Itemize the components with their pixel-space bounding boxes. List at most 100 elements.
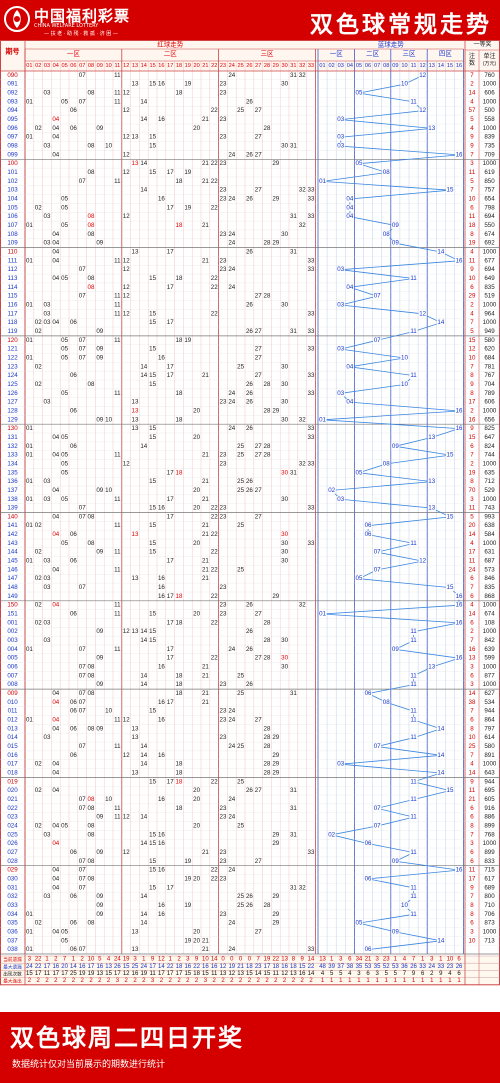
winner-count: 5 bbox=[470, 328, 474, 335]
red-stat-value: 3 bbox=[151, 978, 155, 984]
red-stat-value: 2 bbox=[257, 978, 261, 984]
blue-stat-value: 1 bbox=[403, 978, 407, 984]
red-ball-number: 20 bbox=[193, 787, 200, 794]
winner-count: 5 bbox=[470, 178, 474, 185]
red-ball-number: 12 bbox=[123, 717, 130, 724]
red-number-header: 14 bbox=[141, 63, 147, 69]
winner-count: 6 bbox=[470, 593, 474, 600]
red-ball-number: 28 bbox=[264, 293, 271, 300]
red-ball-number: 04 bbox=[52, 240, 59, 247]
prize-amount: 584 bbox=[484, 531, 495, 538]
red-ball-number: 11 bbox=[114, 72, 121, 79]
red-ball-number: 04 bbox=[52, 725, 59, 732]
prize-amount: 1000 bbox=[483, 496, 497, 503]
red-ball-number: 22 bbox=[211, 284, 218, 291]
red-ball-number: 24 bbox=[228, 231, 235, 238]
red-ball-number: 08 bbox=[88, 275, 95, 282]
red-number-header: 13 bbox=[132, 63, 138, 69]
prize-amount: 767 bbox=[484, 372, 495, 379]
red-stat-value: 18 bbox=[193, 971, 200, 977]
prize-amount: 684 bbox=[484, 354, 495, 361]
issue-number: 008 bbox=[7, 681, 18, 688]
issue-number: 108 bbox=[7, 231, 18, 238]
red-stat-value: 14 bbox=[211, 957, 218, 963]
issue-number: 100 bbox=[7, 160, 18, 167]
red-ball-number: 08 bbox=[88, 540, 95, 547]
prize-amount: 835 bbox=[484, 584, 495, 591]
prize-amount: 877 bbox=[484, 672, 495, 679]
red-ball-number: 17 bbox=[167, 655, 174, 662]
red-ball-number: 07 bbox=[79, 743, 86, 750]
issue-number: 012 bbox=[7, 717, 18, 724]
red-ball-number: 23 bbox=[220, 460, 227, 467]
red-ball-number: 06 bbox=[70, 611, 77, 618]
red-ball-number: 28 bbox=[264, 452, 271, 459]
prize-amount: 1000 bbox=[483, 319, 497, 326]
prize-amount: 674 bbox=[484, 611, 495, 618]
winner-count: 11 bbox=[469, 787, 476, 794]
red-ball-number: 24 bbox=[228, 196, 235, 203]
issue-number: 093 bbox=[7, 98, 18, 105]
blue-ball-number: 11 bbox=[410, 328, 417, 335]
blue-ball-number: 07 bbox=[374, 337, 381, 344]
red-ball-number: 16 bbox=[158, 664, 165, 671]
red-ball-number: 03 bbox=[44, 584, 51, 591]
prize-amount: 529 bbox=[484, 487, 495, 494]
red-ball-number: 04 bbox=[52, 822, 59, 829]
red-ball-number: 27 bbox=[255, 293, 262, 300]
stat-label: 当前遗漏 bbox=[3, 956, 22, 963]
red-ball-number: 26 bbox=[246, 390, 253, 397]
red-ball-number: 17 bbox=[167, 249, 174, 256]
red-stat-value: 23 bbox=[255, 964, 262, 970]
red-ball-number: 26 bbox=[246, 301, 253, 308]
red-ball-number: 02 bbox=[35, 363, 42, 370]
blue-stat-value: 52 bbox=[383, 964, 390, 970]
winner-count: 7 bbox=[470, 452, 474, 459]
blue-ball-number: 05 bbox=[356, 90, 363, 97]
blue-stat-value: 4 bbox=[448, 971, 452, 977]
red-ball-number: 16 bbox=[158, 831, 165, 838]
winner-count: 4 bbox=[470, 310, 474, 317]
winner-count: 6 bbox=[470, 920, 474, 927]
red-stat-value: 2 bbox=[81, 978, 85, 984]
red-ball-number: 01 bbox=[26, 98, 33, 105]
red-ball-number: 14 bbox=[140, 920, 147, 927]
issue-number: 001 bbox=[7, 619, 18, 626]
red-number-header: 22 bbox=[211, 63, 217, 69]
red-stat-value: 0 bbox=[221, 957, 225, 963]
prize-amount: 797 bbox=[484, 725, 495, 732]
prize-amount: 687 bbox=[484, 558, 495, 565]
red-ball-number: 11 bbox=[114, 522, 121, 529]
red-ball-number: 21 bbox=[202, 558, 209, 565]
issue-number: 092 bbox=[7, 90, 18, 97]
winner-count: 8 bbox=[470, 725, 474, 732]
red-ball-number: 02 bbox=[35, 328, 42, 335]
red-ball-number: 03 bbox=[44, 240, 51, 247]
red-number-header: 07 bbox=[79, 63, 85, 69]
red-ball-number: 31 bbox=[290, 690, 297, 697]
red-ball-number: 02 bbox=[35, 602, 42, 609]
red-ball-number: 09 bbox=[96, 893, 103, 900]
red-stat-value: 17 bbox=[176, 971, 183, 977]
red-ball-number: 04 bbox=[52, 116, 59, 123]
red-ball-number: 30 bbox=[281, 416, 288, 423]
prize-amount: 839 bbox=[484, 134, 495, 141]
red-ball-number: 18 bbox=[176, 672, 183, 679]
red-ball-number: 04 bbox=[52, 151, 59, 158]
red-ball-number: 11 bbox=[114, 646, 121, 653]
red-ball-number: 21 bbox=[202, 478, 209, 485]
red-stat-value: 2 bbox=[221, 978, 225, 984]
blue-ball-number: 07 bbox=[374, 566, 381, 573]
prize-amount: 824 bbox=[484, 443, 495, 450]
red-ball-number: 22 bbox=[211, 593, 218, 600]
red-ball-number: 03 bbox=[44, 301, 51, 308]
red-stat-value: 16 bbox=[202, 964, 209, 970]
blue-ball-number: 03 bbox=[337, 496, 344, 503]
red-ball-number: 08 bbox=[88, 143, 95, 150]
red-ball-number: 21 bbox=[202, 946, 209, 953]
winner-count: 14 bbox=[469, 531, 476, 538]
red-ball-number: 14 bbox=[140, 98, 147, 105]
prize-amount: 835 bbox=[484, 284, 495, 291]
issue-number: 003 bbox=[7, 637, 18, 644]
red-ball-number: 01 bbox=[26, 452, 33, 459]
